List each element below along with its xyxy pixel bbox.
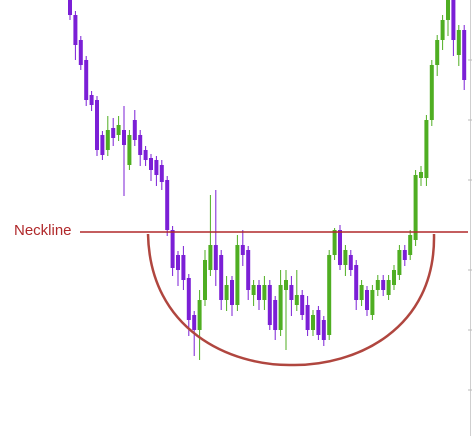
candle-body (78, 40, 83, 65)
candle-body (127, 135, 132, 165)
candle-body (132, 120, 137, 140)
candle-body (408, 235, 413, 255)
candle-body (257, 285, 261, 300)
candle-body (219, 255, 224, 300)
candle-body (122, 130, 126, 145)
candle-body (208, 245, 213, 270)
candle-body (170, 230, 175, 268)
candle-body (192, 315, 197, 330)
candle-body (348, 255, 353, 270)
candle-body (235, 245, 240, 305)
candle-body (316, 310, 321, 335)
candle-body (95, 100, 99, 150)
candle-body (424, 120, 429, 178)
candle-body (159, 165, 164, 182)
candle-body (116, 125, 121, 135)
candle-body (273, 300, 278, 330)
candle-body (392, 270, 396, 285)
candle-body (451, 0, 456, 40)
candle-body (251, 285, 256, 295)
candle-body (321, 320, 326, 340)
candle-body (181, 255, 186, 280)
candle-body (289, 285, 294, 300)
candle-body (419, 172, 423, 178)
candle-body (105, 130, 110, 150)
candle-body (354, 265, 359, 300)
candle-body (375, 280, 380, 290)
candle-body (327, 255, 332, 335)
candle-body (203, 260, 207, 300)
candle-body (197, 300, 202, 330)
candle-body (213, 245, 218, 270)
candle-body (89, 95, 94, 105)
candle-body (84, 60, 89, 100)
candle-body (440, 20, 445, 40)
candle-body (278, 285, 283, 330)
candle-body (305, 305, 310, 330)
candle-body (402, 250, 407, 260)
candle-body (338, 230, 342, 265)
candle-body (343, 250, 348, 265)
candles (68, 0, 467, 360)
candle-body (68, 0, 72, 15)
candle-body (429, 65, 434, 120)
neckline-label: Neckline (14, 222, 72, 239)
candle-body (381, 280, 386, 290)
candle-body (435, 40, 440, 65)
candle-body (262, 285, 267, 300)
candle-body (240, 245, 245, 255)
candle-body (386, 280, 391, 295)
candle-body (186, 278, 191, 320)
candle-body (365, 290, 369, 310)
candle-body (311, 315, 315, 330)
rounding-bottom-arc (146, 233, 436, 367)
candle-body (149, 158, 153, 170)
candle-body (413, 175, 418, 240)
candle-body (294, 295, 299, 305)
right-axis-ticks (468, 59, 472, 391)
candle-body (284, 280, 288, 290)
candle-body (176, 255, 180, 270)
candle-body (165, 180, 170, 230)
candle-body (300, 295, 305, 315)
candle-body (73, 15, 78, 45)
candle-body (138, 135, 143, 155)
candle-body (100, 135, 105, 155)
candle-body (397, 250, 402, 275)
candle-body (456, 30, 461, 55)
candle-body (462, 30, 467, 80)
candle-body (111, 128, 116, 138)
candle-body (224, 285, 229, 300)
candle-body (246, 250, 251, 290)
candle-body (332, 230, 337, 255)
candle-body (230, 280, 234, 305)
candle-body (359, 285, 364, 300)
candle-body (446, 0, 450, 20)
candle-body (267, 285, 272, 325)
candle-body (143, 150, 148, 160)
candle-body (370, 290, 375, 315)
candle-body (154, 160, 159, 175)
